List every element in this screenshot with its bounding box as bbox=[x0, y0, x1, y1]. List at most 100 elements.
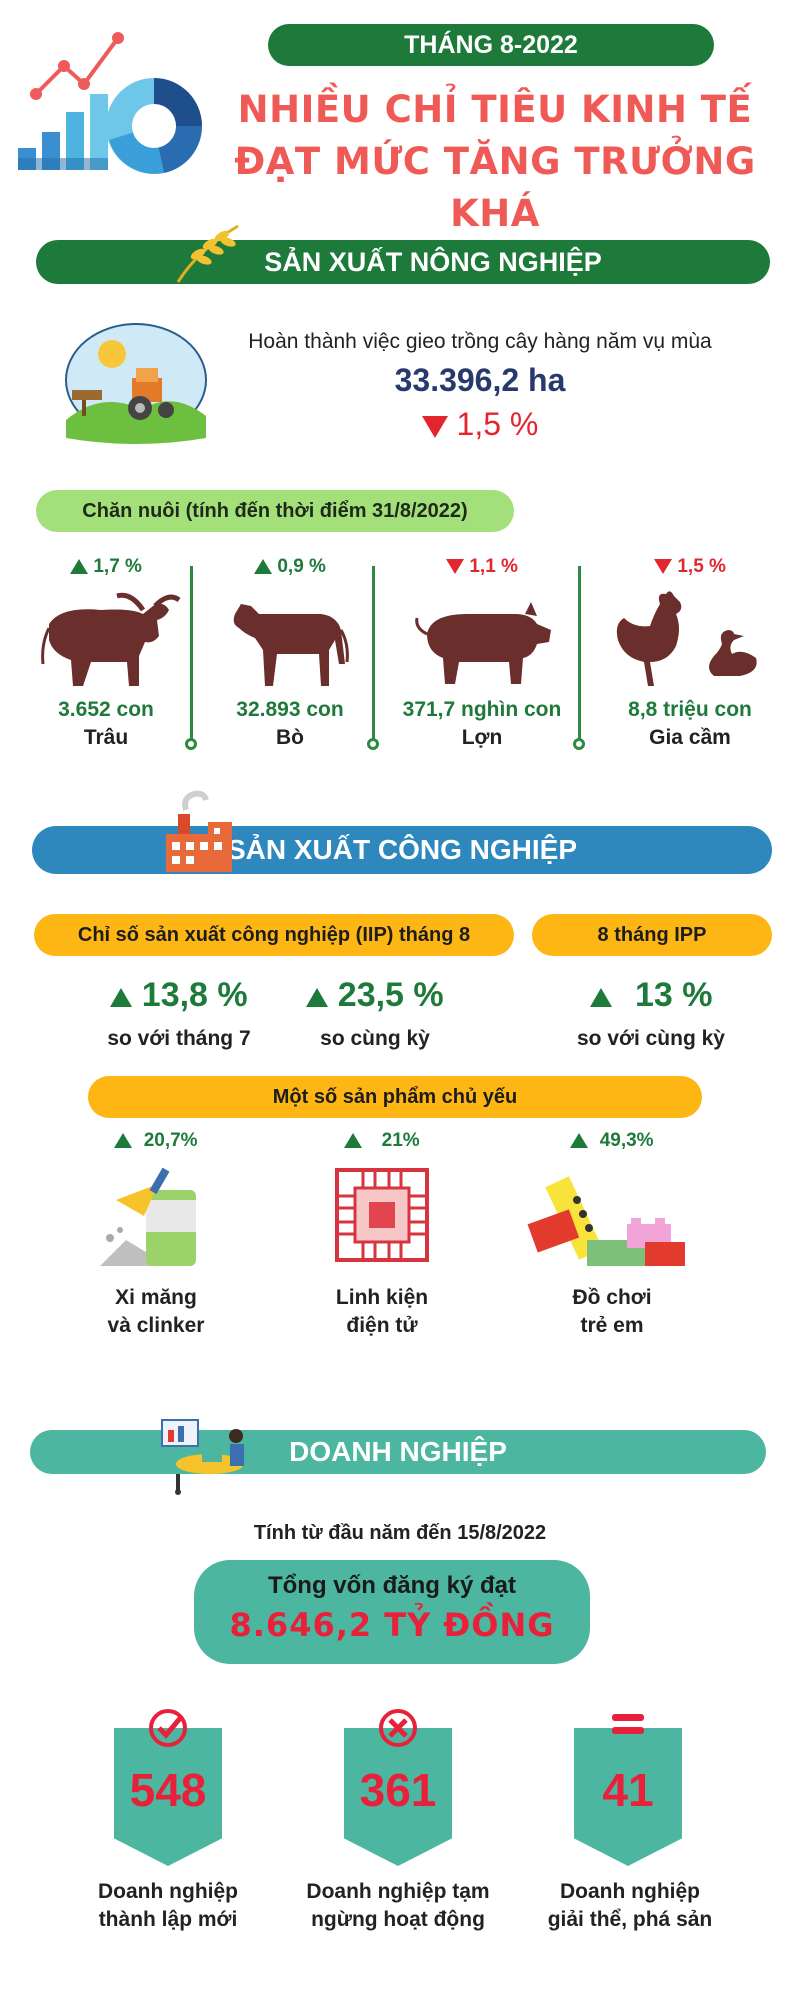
stat-label-dissolved: Doanh nghiệp giải thể, phá sản bbox=[520, 1880, 740, 1932]
up-arrow-icon bbox=[70, 559, 89, 575]
column-divider bbox=[372, 566, 375, 742]
product-change-value: 49,3% bbox=[599, 1130, 654, 1151]
up-arrow-icon bbox=[306, 987, 329, 1007]
product-change-value: 21% bbox=[381, 1130, 420, 1151]
livestock-name: Gia cầm bbox=[649, 726, 731, 749]
iip-stat-value-text: 23,5 % bbox=[337, 976, 444, 1014]
divider-dot bbox=[367, 738, 379, 750]
equals-icon bbox=[610, 1710, 646, 1740]
livestock-count: 32.893 con bbox=[236, 698, 344, 721]
down-arrow-icon bbox=[654, 559, 673, 575]
down-arrow-icon bbox=[446, 559, 465, 575]
stat-label-line2: ngừng hoạt động bbox=[311, 1908, 485, 1931]
check-circle-icon bbox=[146, 1706, 190, 1750]
livestock-change-value: 1,5 % bbox=[677, 556, 726, 577]
ipp-stat: 13 % so với cùng kỳ bbox=[546, 976, 756, 1051]
business-section-banner: DOANH NGHIỆP bbox=[30, 1430, 766, 1474]
column-divider bbox=[190, 566, 193, 742]
livestock-item-cattle: 0,9 % 32.893 con Bò bbox=[210, 556, 370, 750]
stat-value: 361 bbox=[359, 1764, 437, 1816]
capital-box: Tổng vốn đăng ký đạt 8.646,2 TỶ ĐỒNG bbox=[194, 1560, 590, 1664]
iip-stat-value-text: 13,8 % bbox=[141, 976, 248, 1014]
product-toys: 49,3% Đồ chơi trẻ em bbox=[512, 1130, 712, 1338]
rice-icon bbox=[168, 220, 248, 284]
product-change: 20,7% bbox=[66, 1130, 246, 1152]
ipp-stat-label: so với cùng kỳ bbox=[577, 1027, 725, 1050]
livestock-change: 1,1 % bbox=[382, 556, 582, 578]
iip-stat-label: so với tháng 7 bbox=[107, 1027, 251, 1050]
product-name-line1: Xi măng bbox=[115, 1286, 197, 1309]
tractor-farm-icon bbox=[62, 320, 210, 448]
cement-icon bbox=[66, 1160, 246, 1278]
livestock-change: 0,9 % bbox=[210, 556, 370, 578]
down-arrow-icon bbox=[421, 415, 448, 438]
cow-icon bbox=[210, 584, 370, 698]
poultry-icon bbox=[600, 584, 780, 698]
up-arrow-icon bbox=[589, 987, 612, 1007]
product-cement: 20,7% Xi măng và clinker bbox=[66, 1130, 246, 1338]
ipp-stat-value-text: 13 % bbox=[634, 976, 713, 1014]
factory-icon bbox=[164, 790, 234, 874]
product-name-line1: Linh kiện bbox=[335, 1286, 429, 1309]
pig-icon bbox=[382, 584, 582, 698]
livestock-count: 371,7 nghìn con bbox=[402, 698, 562, 721]
stat-shield-suspended: 361 bbox=[344, 1728, 452, 1866]
iip-stat-month: 13,8 % so với tháng 7 bbox=[84, 976, 274, 1051]
business-period: Tính từ đầu năm đến 15/8/2022 bbox=[253, 1522, 547, 1544]
stat-label-line1: Doanh nghiệp tạm bbox=[306, 1880, 490, 1903]
toy-blocks-icon bbox=[512, 1160, 712, 1278]
ipp-header: 8 tháng IPP bbox=[532, 914, 772, 956]
stat-value: 548 bbox=[129, 1764, 207, 1816]
livestock-name: Lợn bbox=[461, 726, 503, 749]
up-arrow-icon bbox=[110, 987, 133, 1007]
header-chart-icon bbox=[14, 28, 204, 178]
date-badge: THÁNG 8-2022 bbox=[268, 24, 714, 66]
business-meeting-icon bbox=[156, 1412, 256, 1496]
livestock-change: 1,7 % bbox=[26, 556, 186, 578]
livestock-name: Bò bbox=[276, 726, 304, 749]
title-line-1: NHIỀU CHỈ TIÊU KINH TẾ bbox=[237, 88, 753, 131]
iip-header: Chỉ số sản xuất công nghiệp (IIP) tháng … bbox=[34, 914, 514, 956]
product-name-line2: trẻ em bbox=[580, 1314, 644, 1337]
column-divider bbox=[578, 566, 581, 742]
up-arrow-icon bbox=[570, 1133, 589, 1149]
products-header: Một số sản phẩm chủ yếu bbox=[88, 1076, 702, 1118]
planting-change: 1,5 % bbox=[270, 406, 690, 443]
livestock-change: 1,5 % bbox=[600, 556, 780, 578]
product-change: 49,3% bbox=[512, 1130, 712, 1152]
x-circle-icon bbox=[376, 1706, 420, 1750]
product-name-line2: và clinker bbox=[107, 1314, 205, 1337]
divider-dot bbox=[185, 738, 197, 750]
buffalo-icon bbox=[26, 584, 186, 698]
planting-label: Hoàn thành việc gieo trồng cây hàng năm … bbox=[248, 330, 712, 353]
microchip-icon bbox=[292, 1160, 472, 1278]
iip-stat-value: 23,5 % bbox=[280, 976, 470, 1015]
up-arrow-icon bbox=[114, 1133, 133, 1149]
stat-label-new: Doanh nghiệp thành lập mới bbox=[58, 1880, 278, 1932]
capital-value: 8.646,2 TỶ ĐỒNG bbox=[229, 1606, 555, 1644]
livestock-header: Chăn nuôi (tính đến thời điểm 31/8/2022) bbox=[36, 490, 514, 532]
stat-label-line2: giải thể, phá sản bbox=[547, 1908, 713, 1931]
livestock-count: 8,8 triệu con bbox=[628, 698, 752, 721]
stat-value: 41 bbox=[602, 1764, 654, 1816]
planting-value: 33.396,2 ha bbox=[394, 362, 566, 398]
iip-stat-year: 23,5 % so cùng kỳ bbox=[280, 976, 470, 1051]
stat-label-line1: Doanh nghiệp bbox=[560, 1880, 700, 1903]
livestock-change-value: 1,1 % bbox=[469, 556, 518, 577]
product-change-value: 20,7% bbox=[143, 1130, 198, 1151]
stat-label-line2: thành lập mới bbox=[98, 1908, 238, 1931]
product-name-line2: điện tử bbox=[346, 1314, 418, 1337]
livestock-count: 3.652 con bbox=[58, 698, 154, 721]
livestock-name: Trâu bbox=[83, 726, 129, 749]
livestock-change-value: 1,7 % bbox=[93, 556, 142, 577]
stat-shield-dissolved: 41 bbox=[574, 1728, 682, 1866]
livestock-item-pig: 1,1 % 371,7 nghìn con Lợn bbox=[382, 556, 582, 750]
agriculture-section-banner: SẢN XUẤT NÔNG NGHIỆP bbox=[36, 240, 770, 284]
industry-section-banner: SẢN XUẤT CÔNG NGHIỆP bbox=[32, 826, 772, 874]
product-name-line1: Đồ chơi bbox=[572, 1286, 652, 1309]
stat-label-line1: Doanh nghiệp bbox=[98, 1880, 238, 1903]
ipp-stat-value: 13 % bbox=[546, 976, 756, 1015]
iip-stat-label: so cùng kỳ bbox=[320, 1027, 430, 1050]
livestock-item-poultry: 1,5 % 8,8 triệu con Gia cầm bbox=[600, 556, 780, 750]
title-line-2: ĐẠT MỨC TĂNG TRƯỞNG KHÁ bbox=[234, 140, 756, 235]
